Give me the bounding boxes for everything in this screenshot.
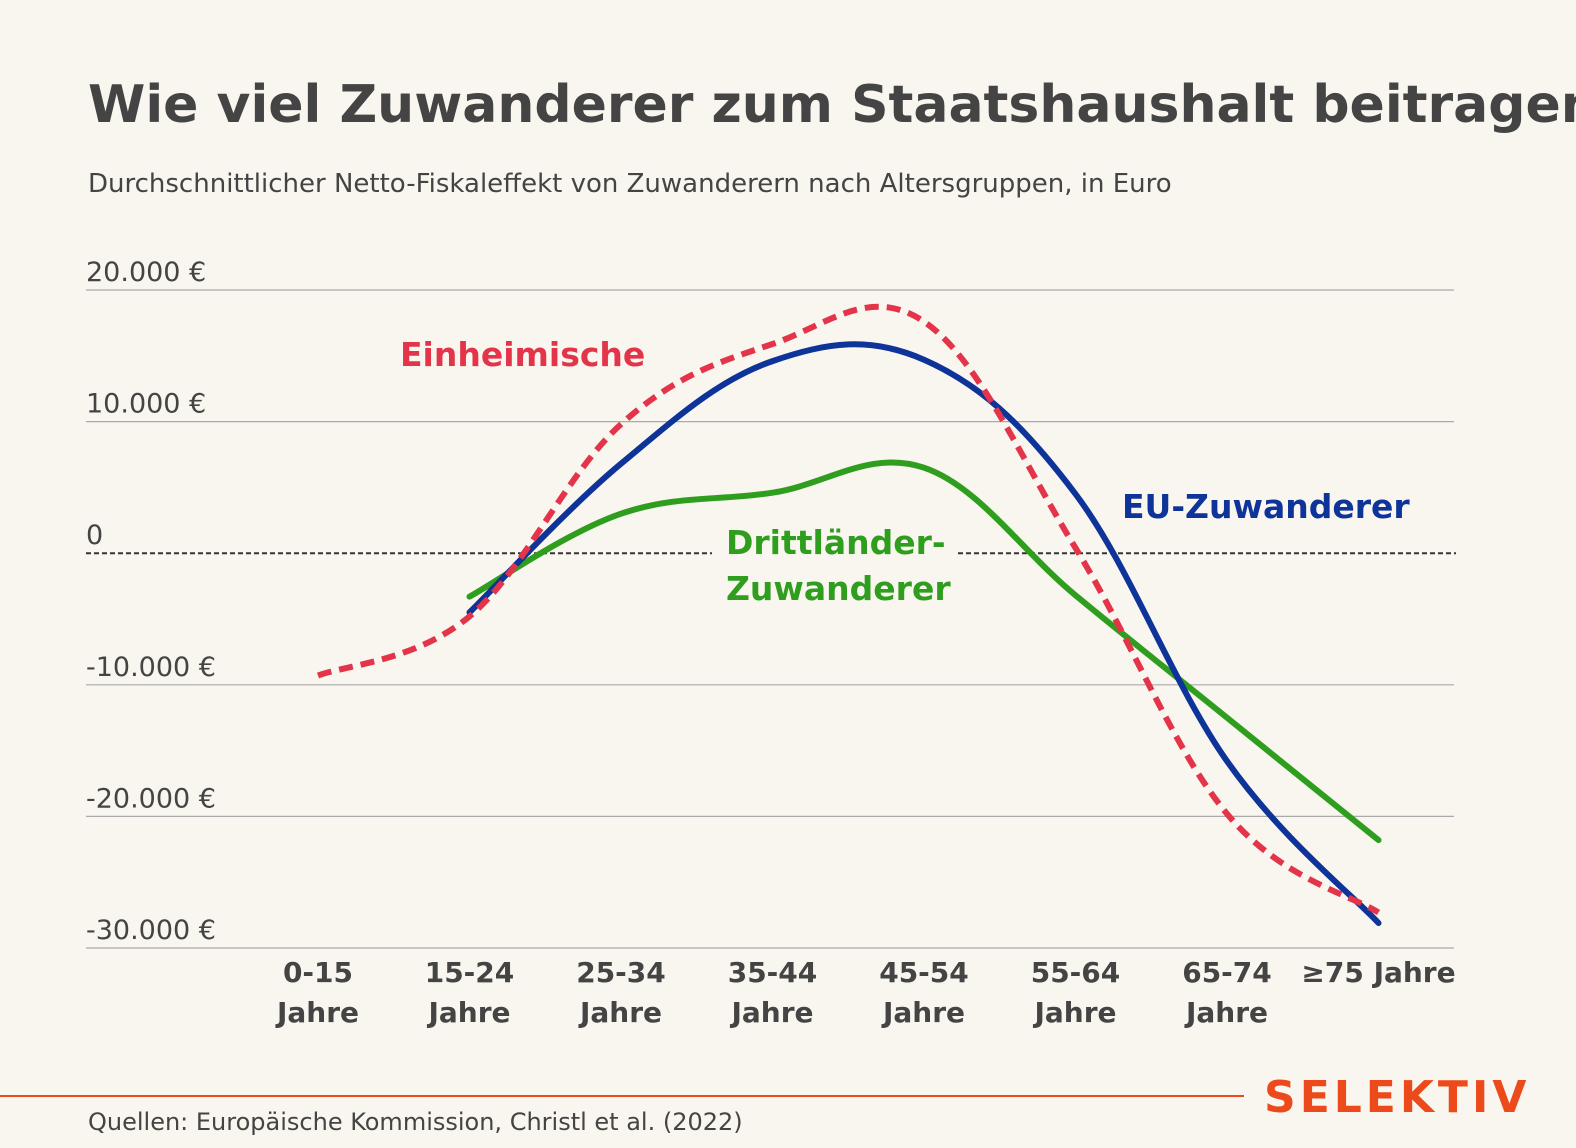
y-tick-label: -30.000 €: [86, 915, 216, 946]
series-line-drittlaender: [466, 459, 1382, 844]
brand-logo: SELEKTIV: [1264, 1072, 1530, 1123]
x-tick-label: Jahre: [1032, 996, 1116, 1029]
x-tick-label: 15-24: [425, 956, 515, 989]
x-tick-label: 45-54: [879, 956, 969, 989]
x-tick-label: 55-64: [1031, 956, 1121, 989]
y-tick-label: 10.000 €: [86, 389, 206, 420]
series-label-drittlaender-line1: Drittländer-: [726, 523, 946, 562]
source-note: Quellen: Europäische Kommission, Christl…: [88, 1108, 743, 1136]
y-tick-label: 20.000 €: [86, 257, 206, 288]
x-tick-label: ≥75 Jahre: [1301, 956, 1455, 989]
y-tick-label: -20.000 €: [86, 783, 216, 814]
x-tick-label: 35-44: [728, 956, 818, 989]
chart-subtitle: Durchschnittlicher Netto-Fiskaleffekt vo…: [88, 169, 1172, 199]
x-tick-label: Jahre: [881, 996, 965, 1029]
series-label-drittlaender-line2: Zuwanderer: [726, 569, 951, 608]
x-tick-label: Jahre: [578, 996, 662, 1029]
grid: [86, 289, 1454, 949]
chart-title: Wie viel Zuwanderer zum Staatshaushalt b…: [88, 75, 1576, 135]
x-tick-label: 25-34: [576, 956, 666, 989]
x-tick-label: Jahre: [275, 996, 359, 1029]
x-tick-label: Jahre: [1184, 996, 1268, 1029]
series-label-einheimische: Einheimische: [400, 335, 645, 374]
x-tick-label: 65-74: [1182, 956, 1272, 989]
y-tick-label: -10.000 €: [86, 652, 216, 683]
x-axis: 0-15 Jahre 15-24 Jahre 25-34 Jahre 35-44 Jahre 4…: [275, 956, 1456, 1029]
x-tick-label: Jahre: [426, 996, 510, 1029]
y-axis: 20.000 € 10.000 € 0 -10.000 € -20.000 € -30.0…: [86, 257, 216, 946]
x-tick-label: Jahre: [729, 996, 813, 1029]
y-tick-label: 0: [86, 520, 103, 551]
series-line-einheimische: [316, 303, 1381, 916]
series-label-eu: EU-Zuwanderer: [1122, 487, 1410, 526]
x-tick-label: 0-15: [283, 956, 353, 989]
series-line-eu: [466, 341, 1382, 926]
